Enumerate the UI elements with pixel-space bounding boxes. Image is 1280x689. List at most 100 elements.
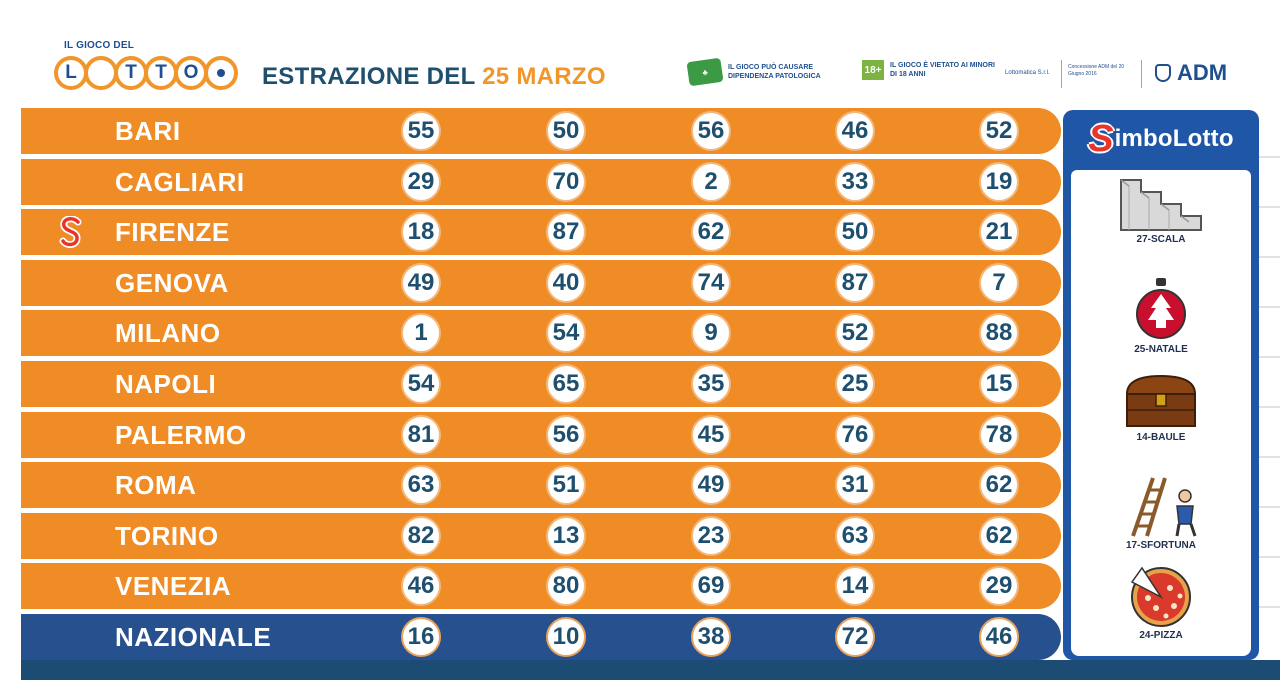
logo-letter: O bbox=[174, 56, 208, 90]
city-name: TORINO bbox=[115, 520, 219, 551]
draw-row-cagliari: CAGLIARI 29 70 2 33 19 bbox=[21, 158, 1061, 205]
drawn-number: 21 bbox=[979, 212, 1019, 253]
drawn-number: 33 bbox=[835, 161, 875, 202]
simbolotto-title: imboLotto bbox=[1114, 125, 1234, 152]
drawn-number: 65 bbox=[546, 363, 586, 404]
lotto-logo: IL GIOCO DEL L T T O bbox=[54, 40, 238, 100]
symbol-item: 27-SCALA bbox=[1071, 178, 1251, 245]
drawn-number: 1 bbox=[401, 313, 441, 354]
ladder-bad-luck-icon bbox=[1131, 477, 1197, 537]
title-date: 25 MARZO bbox=[482, 63, 606, 90]
symbol-label: 27-SCALA bbox=[1136, 234, 1186, 245]
drawn-number: 29 bbox=[401, 161, 441, 202]
age-warning-text: IL GIOCO È VIETATO AI MINORI DI 18 ANNI bbox=[890, 62, 996, 78]
city-name: BARI bbox=[115, 116, 181, 146]
drawn-number: 56 bbox=[691, 111, 731, 151]
city-name: MILANO bbox=[115, 318, 221, 349]
drawn-number: 87 bbox=[835, 262, 875, 303]
drawn-number: 23 bbox=[691, 515, 731, 556]
city-name: VENEZIA bbox=[115, 571, 232, 602]
stairs-icon bbox=[1120, 179, 1202, 231]
logo-letter: L bbox=[54, 56, 88, 90]
title-prefix: ESTRAZIONE DEL bbox=[262, 63, 476, 90]
draw-row-napoli: NAPOLI 54 65 35 25 15 bbox=[21, 360, 1061, 407]
age-warning: 18+ IL GIOCO È VIETATO AI MINORI DI 18 A… bbox=[862, 60, 1002, 80]
drawn-number: 76 bbox=[835, 414, 875, 455]
simbolotto-s-letter: S bbox=[1088, 117, 1114, 160]
drawn-number: 69 bbox=[691, 566, 731, 607]
drawn-number: 46 bbox=[401, 566, 441, 607]
logo-caption: IL GIOCO DEL bbox=[64, 40, 134, 51]
results-table: BARI 55 50 56 46 52 CAGLIARI 29 70 2 33 … bbox=[21, 108, 1061, 665]
warning-text: IL GIOCO PUÒ CAUSARE DIPENDENZA PATOLOGI… bbox=[728, 64, 821, 80]
draw-row-genova: GENOVA 49 40 74 87 7 bbox=[21, 259, 1061, 306]
drawn-number: 46 bbox=[835, 111, 875, 151]
symbol-item: 14-BAULE bbox=[1071, 372, 1251, 443]
drawn-number: 62 bbox=[979, 465, 1019, 506]
divider bbox=[1061, 60, 1062, 88]
drawn-number: 18 bbox=[401, 212, 441, 253]
drawn-number: 19 bbox=[979, 161, 1019, 202]
drawn-number: 2 bbox=[691, 161, 731, 202]
logo-letter: T bbox=[114, 56, 148, 90]
drawn-number: 54 bbox=[546, 313, 586, 354]
drawn-number: 62 bbox=[979, 515, 1019, 556]
simbolotto-s-icon bbox=[59, 216, 82, 249]
logo-balls: L T T O bbox=[54, 56, 238, 90]
symbol-item: 24-PIZZA bbox=[1071, 562, 1251, 641]
drawn-number: 46 bbox=[979, 616, 1019, 657]
draw-row-nazionale: NAZIONALE 16 10 38 72 46 bbox=[21, 613, 1061, 660]
draw-row-venezia: VENEZIA 46 80 69 14 29 bbox=[21, 563, 1061, 610]
drawn-number: 54 bbox=[401, 363, 441, 404]
drawn-number: 38 bbox=[691, 616, 731, 657]
drawn-number: 31 bbox=[835, 465, 875, 506]
emblem-icon bbox=[1155, 64, 1171, 82]
drawn-number: 62 bbox=[691, 212, 731, 253]
simbolotto-header: S imboLotto bbox=[1063, 110, 1259, 168]
drawn-number: 74 bbox=[691, 262, 731, 303]
draw-row-firenze: FIRENZE 18 87 62 50 21 bbox=[21, 209, 1061, 256]
logo-letter-o bbox=[84, 56, 118, 90]
drawn-number: 35 bbox=[691, 363, 731, 404]
draw-row-torino: TORINO 82 13 23 63 62 bbox=[21, 512, 1061, 559]
drawn-number: 29 bbox=[979, 566, 1019, 607]
drawn-number: 55 bbox=[401, 111, 441, 151]
drawn-number: 88 bbox=[979, 313, 1019, 354]
draw-row-palermo: PALERMO 81 56 45 76 78 bbox=[21, 411, 1061, 458]
city-name: GENOVA bbox=[115, 267, 229, 298]
pizza-icon bbox=[1130, 566, 1191, 627]
drawn-number: 63 bbox=[835, 515, 875, 556]
drawn-number: 87 bbox=[546, 212, 586, 253]
drawn-number: 16 bbox=[401, 616, 441, 657]
drawn-number: 52 bbox=[835, 313, 875, 354]
divider bbox=[1141, 60, 1142, 88]
drawn-number: 80 bbox=[546, 566, 586, 607]
drawn-number: 56 bbox=[546, 414, 586, 455]
adm-logo: ADM bbox=[1155, 60, 1227, 86]
city-name: ROMA bbox=[115, 470, 197, 501]
drawn-number: 52 bbox=[979, 111, 1019, 151]
christmas-ornament-icon bbox=[1136, 278, 1186, 339]
drawn-number: 78 bbox=[979, 414, 1019, 455]
concession-text: Concessione ADM del 20 Giugno 2016 bbox=[1068, 64, 1125, 77]
drawn-number: 15 bbox=[979, 363, 1019, 404]
gambling-warning: ♣ IL GIOCO PUÒ CAUSARE DIPENDENZA PATOLO… bbox=[686, 57, 846, 87]
drawn-number: 25 bbox=[835, 363, 875, 404]
drawn-number: 9 bbox=[691, 313, 731, 354]
scratch-card-icon: ♣ bbox=[686, 57, 724, 87]
operator-name: Lottomatica S.r.l. bbox=[1005, 70, 1050, 76]
drawn-number: 63 bbox=[401, 465, 441, 506]
drawn-number: 10 bbox=[546, 616, 586, 657]
drawn-number: 51 bbox=[546, 465, 586, 506]
drawn-number: 14 bbox=[835, 566, 875, 607]
city-name: NAPOLI bbox=[115, 368, 217, 399]
symbol-item: 17-SFORTUNA bbox=[1071, 476, 1251, 551]
drawn-number: 50 bbox=[835, 212, 875, 253]
chest-icon bbox=[1125, 374, 1197, 427]
logo-dot-ball bbox=[204, 56, 238, 90]
draw-row-milano: MILANO 1 54 9 52 88 bbox=[21, 310, 1061, 357]
drawn-number: 49 bbox=[401, 262, 441, 303]
city-name: CAGLIARI bbox=[115, 166, 245, 197]
drawn-number: 40 bbox=[546, 262, 586, 303]
page-title: ESTRAZIONE DEL 25 MARZO bbox=[262, 63, 606, 91]
